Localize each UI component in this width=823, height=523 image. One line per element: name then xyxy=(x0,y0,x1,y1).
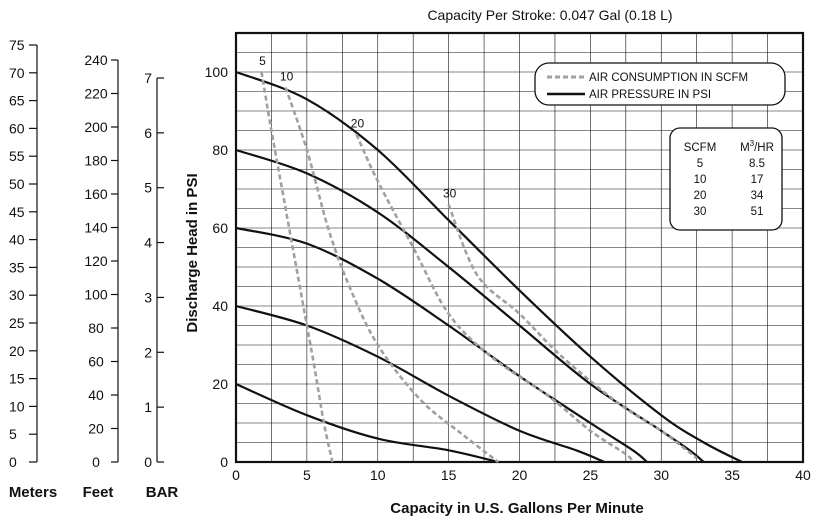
consumption-curve-label: 10 xyxy=(280,70,294,84)
scale-tick-label: 80 xyxy=(88,320,104,336)
y-tick-label: 0 xyxy=(220,454,228,470)
scale-feet: 0 20 40 60 80 100 120 140 160 180 200 220 240 Feet xyxy=(83,52,119,501)
scale-tick-label: 200 xyxy=(84,119,108,135)
chart-title: Capacity Per Stroke: 0.047 Gal (0.18 L) xyxy=(427,7,672,23)
scale-tick-label: 10 xyxy=(9,398,25,414)
scale-unit-label: Meters xyxy=(9,484,57,501)
table-cell-m3hr: 51 xyxy=(751,206,764,218)
scale-tick-label: 3 xyxy=(144,289,152,305)
y-tick-label: 20 xyxy=(212,376,228,392)
scale-tick-label: 40 xyxy=(9,232,25,248)
pressure-curve xyxy=(235,382,499,464)
scale-tick-label: 60 xyxy=(9,120,25,136)
scale-tick-label: 0 xyxy=(9,454,17,470)
plot-border xyxy=(234,31,805,464)
scale-tick-label: 240 xyxy=(84,52,108,68)
scale-tick-label: 60 xyxy=(88,354,104,370)
table-cell-m3hr: 34 xyxy=(751,190,764,202)
table-header-scfm: SCFM xyxy=(684,142,717,154)
y-tick-label: 100 xyxy=(205,64,229,80)
consumption-curve xyxy=(447,204,698,460)
pressure-curve xyxy=(235,70,743,463)
legend-entry-pressure: AIR PRESSURE IN PSI xyxy=(589,89,711,101)
scale-tick-label: 25 xyxy=(9,315,25,331)
scale-tick-label: 7 xyxy=(144,70,152,86)
scale-tick-label: 140 xyxy=(84,220,108,236)
scale-meters: 0 5 10 15 20 25 30 35 40 45 50 55 60 65 70 75 Meters xyxy=(9,37,57,501)
consumption-curve xyxy=(260,71,334,463)
legend-entry-consumption: AIR CONSUMPTION IN SCFM xyxy=(589,72,748,84)
scale-tick-label: 220 xyxy=(84,86,108,102)
table-cell-scfm: 10 xyxy=(694,174,707,186)
x-tick-label: 20 xyxy=(512,467,528,483)
table-header-m3hr: M3/HR xyxy=(740,139,774,154)
scale-tick-label: 15 xyxy=(9,371,25,387)
scfm-conversion-table: SCFM M3/HR 5 8.5 10 17 20 34 30 51 xyxy=(669,127,783,231)
scale-tick-label: 20 xyxy=(88,421,104,437)
table-cell-m3hr: 17 xyxy=(751,174,764,186)
secondary-scales: 051015202530354045505560657075Meters0204… xyxy=(9,37,179,501)
y-axis-label: Discharge Head in PSI xyxy=(184,173,201,332)
scale-tick-label: 0 xyxy=(144,454,152,470)
scale-unit-label: BAR xyxy=(146,484,179,501)
consumption-curve xyxy=(355,133,634,463)
scale-tick-label: 65 xyxy=(9,93,25,109)
x-tick-label: 10 xyxy=(370,467,386,483)
consumption-curve xyxy=(284,87,499,464)
table-cell-m3hr: 8.5 xyxy=(749,158,765,170)
y-tick-label: 60 xyxy=(212,220,228,236)
scale-tick-label: 55 xyxy=(9,148,25,164)
scale-tick-label: 30 xyxy=(9,287,25,303)
scale-tick-label: 50 xyxy=(9,176,25,192)
table-cell-scfm: 20 xyxy=(694,190,707,202)
x-axis-label: Capacity in U.S. Gallons Per Minute xyxy=(390,500,643,517)
scale-unit-label: Feet xyxy=(83,484,114,501)
scale-tick-label: 5 xyxy=(144,180,152,196)
consumption-curve-label: 5 xyxy=(259,54,266,68)
scale-tick-label: 0 xyxy=(92,454,100,470)
legend-box xyxy=(534,62,786,106)
x-tick-label: 15 xyxy=(441,467,457,483)
consumption-curve-label: 30 xyxy=(443,187,457,201)
scale-tick-label: 20 xyxy=(9,343,25,359)
x-tick-label: 35 xyxy=(724,467,740,483)
table-cell-scfm: 5 xyxy=(697,158,703,170)
scale-tick-label: 6 xyxy=(144,125,152,141)
x-tick-label: 25 xyxy=(583,467,599,483)
x-tick-label: 40 xyxy=(795,467,811,483)
scale-tick-label: 120 xyxy=(84,253,108,269)
y-tick-label: 40 xyxy=(212,298,228,314)
scale-tick-label: 180 xyxy=(84,153,108,169)
table-box xyxy=(669,127,783,231)
scale-tick-label: 70 xyxy=(9,65,25,81)
scale-tick-label: 45 xyxy=(9,204,25,220)
scale-bar: 0 1 2 3 4 5 6 7 BAR xyxy=(144,70,178,501)
x-tick-label: 30 xyxy=(653,467,669,483)
scale-tick-label: 4 xyxy=(144,235,152,251)
scale-tick-label: 100 xyxy=(84,287,108,303)
x-tick-label: 0 xyxy=(232,467,240,483)
scale-tick-label: 2 xyxy=(144,344,152,360)
table-cell-scfm: 30 xyxy=(694,206,707,218)
scale-tick-label: 160 xyxy=(84,186,108,202)
legend: AIR CONSUMPTION IN SCFM AIR PRESSURE IN … xyxy=(534,62,786,106)
scale-tick-label: 5 xyxy=(9,426,17,442)
x-tick-label: 5 xyxy=(303,467,311,483)
consumption-curve-label: 20 xyxy=(351,116,365,130)
scale-tick-label: 1 xyxy=(144,399,152,415)
scale-tick-label: 40 xyxy=(88,387,104,403)
scale-tick-label: 35 xyxy=(9,259,25,275)
y-tick-label: 80 xyxy=(212,142,228,158)
scale-tick-label: 75 xyxy=(9,37,25,53)
